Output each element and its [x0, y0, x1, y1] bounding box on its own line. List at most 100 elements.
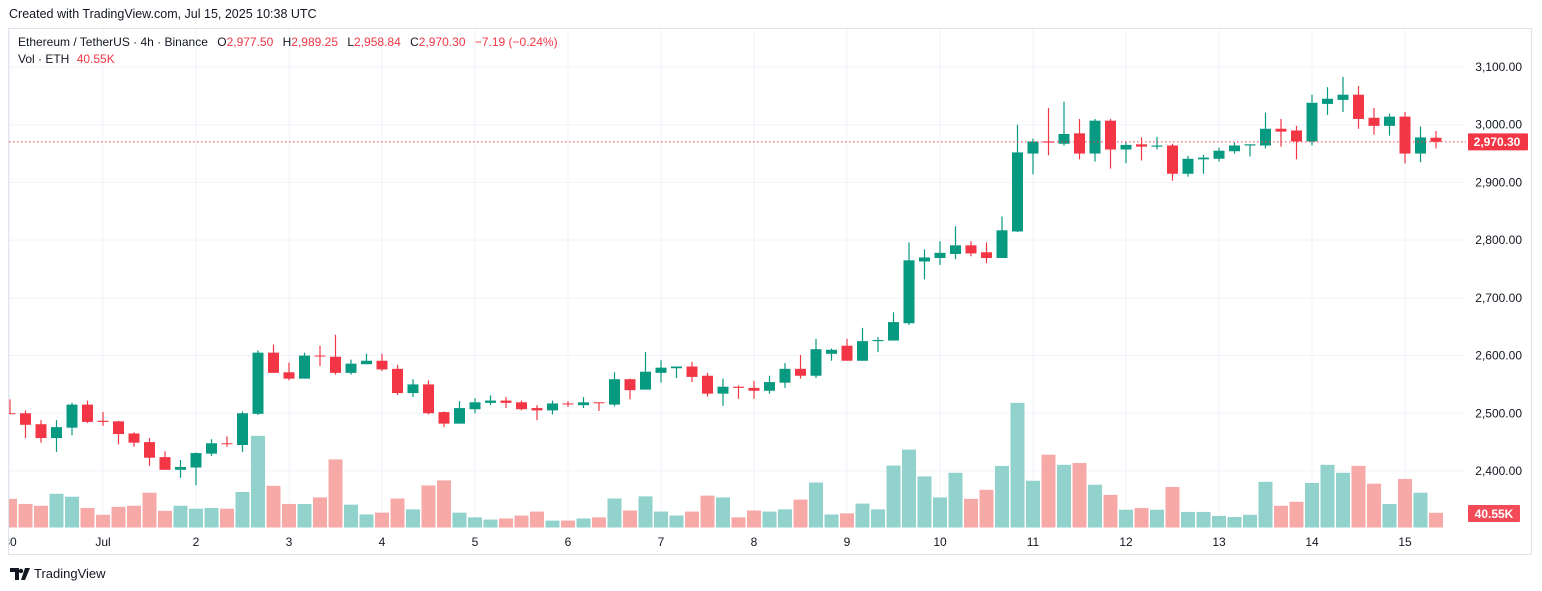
volume-bar — [530, 511, 544, 528]
volume-bar — [328, 459, 343, 528]
price-tick-label: 2,900.00 — [1475, 175, 1522, 189]
candle-body — [547, 403, 558, 411]
candle-body — [1120, 144, 1132, 150]
volume-bar — [809, 482, 823, 528]
candle-body — [35, 424, 47, 439]
volume-bar — [793, 499, 808, 528]
candle-body — [981, 252, 992, 259]
time-tick-label: 5 — [472, 535, 479, 549]
candle-body — [392, 368, 403, 394]
candle-body — [996, 230, 1008, 259]
volume-bar — [96, 514, 110, 528]
candle-body — [1182, 158, 1194, 174]
volume-bar — [561, 520, 575, 528]
candle-body — [562, 403, 574, 405]
candle-body — [1337, 94, 1349, 100]
volume-bar — [1119, 509, 1133, 528]
volume-bar — [576, 518, 591, 528]
candle-body — [810, 349, 822, 376]
time-axis[interactable]: 30 Jul 2 3 4 5 6 7 8 9 10 11 12 13 14 15 — [3, 535, 1412, 549]
open-value: 2,977.50 — [226, 35, 274, 49]
tradingview-logo-icon — [10, 567, 30, 580]
candle-body — [516, 402, 527, 410]
price-axis[interactable]: 3,100.00 3,000.00 2,900.00 2,800.00 2,700.00… — [1475, 60, 1522, 478]
last-volume-label: 40.55K — [1475, 507, 1514, 521]
volume-bar — [1150, 509, 1164, 528]
price-tick-label: 2,600.00 — [1475, 349, 1522, 363]
candle-body — [640, 371, 651, 390]
volume-bar — [235, 491, 250, 528]
candle-body — [578, 402, 589, 406]
candle-body — [1322, 98, 1333, 104]
volume-bar — [1413, 492, 1428, 528]
candle-body — [686, 366, 698, 377]
volume-bar — [886, 465, 901, 528]
candle-body — [299, 355, 310, 379]
chart-frame — [8, 28, 1532, 555]
candle-body — [469, 402, 481, 410]
volume-bar — [1134, 507, 1149, 528]
tradingview-logo[interactable]: TradingView — [10, 566, 106, 581]
change-value: −7.19 (−0.24%) — [474, 35, 558, 49]
volume-bar — [871, 509, 885, 528]
price-tick-label: 2,700.00 — [1475, 291, 1522, 305]
volume-bar — [1181, 511, 1195, 528]
volume-bar — [142, 492, 157, 528]
volume-bar — [189, 508, 203, 528]
symbol-title[interactable]: Ethereum / TetherUS · 4h · Binance — [18, 35, 208, 49]
volume-bar — [917, 476, 932, 528]
candle-body — [82, 404, 93, 422]
volume-bar — [1429, 512, 1443, 528]
candle-body — [795, 368, 806, 376]
candle-body — [268, 352, 279, 373]
volume-bar — [452, 512, 467, 528]
time-tick-label: 6 — [565, 535, 572, 549]
candle-body — [1229, 145, 1240, 152]
candle-body — [252, 352, 264, 414]
candle-body — [748, 387, 760, 391]
time-tick-label: 11 — [1027, 535, 1040, 549]
candle-body — [221, 443, 233, 445]
candle-body — [888, 322, 899, 341]
volume-bar — [824, 514, 839, 528]
volume-bar — [158, 510, 172, 528]
volume-bar — [266, 485, 281, 528]
candle-body — [624, 379, 636, 391]
volume-bar — [654, 511, 668, 528]
volume-bar — [390, 498, 405, 528]
candle-body — [1244, 144, 1256, 146]
candle-body — [500, 400, 512, 403]
volume-bar — [173, 505, 188, 528]
candle-body — [1058, 133, 1070, 144]
candle-body — [20, 413, 31, 425]
volume-bar — [607, 498, 622, 528]
candle-body — [826, 349, 837, 354]
candle-body — [361, 360, 372, 365]
price-tick-label: 3,000.00 — [1475, 118, 1522, 132]
candle-body — [345, 363, 357, 373]
open-label: O — [217, 35, 227, 49]
candle-body — [779, 368, 791, 383]
volume-bar — [762, 511, 777, 528]
candle-body — [314, 355, 326, 357]
candle-body — [717, 386, 729, 394]
volume-bar — [80, 507, 95, 528]
time-tick-label: 7 — [658, 535, 665, 549]
candle-body — [283, 372, 295, 379]
candle-body — [593, 402, 605, 404]
volume-bar — [1274, 505, 1288, 528]
candle-body — [128, 433, 140, 443]
low-value: 2,958.84 — [354, 35, 401, 49]
volume-bar — [483, 519, 498, 528]
close-label: C — [410, 35, 419, 49]
candle-body — [438, 412, 450, 424]
grid-lines — [9, 29, 1464, 529]
created-with-caption: Created with TradingView.com, Jul 15, 20… — [9, 7, 317, 21]
candle-body — [1275, 128, 1287, 132]
volume-bar — [638, 496, 653, 528]
volume-bar — [731, 517, 746, 528]
volume-bar — [1041, 454, 1056, 528]
time-tick-label: 4 — [379, 535, 386, 549]
volume-title[interactable]: Vol · ETH — [18, 52, 70, 66]
